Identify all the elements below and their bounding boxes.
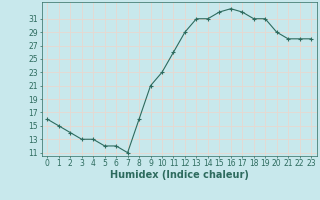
X-axis label: Humidex (Indice chaleur): Humidex (Indice chaleur) [110, 170, 249, 180]
